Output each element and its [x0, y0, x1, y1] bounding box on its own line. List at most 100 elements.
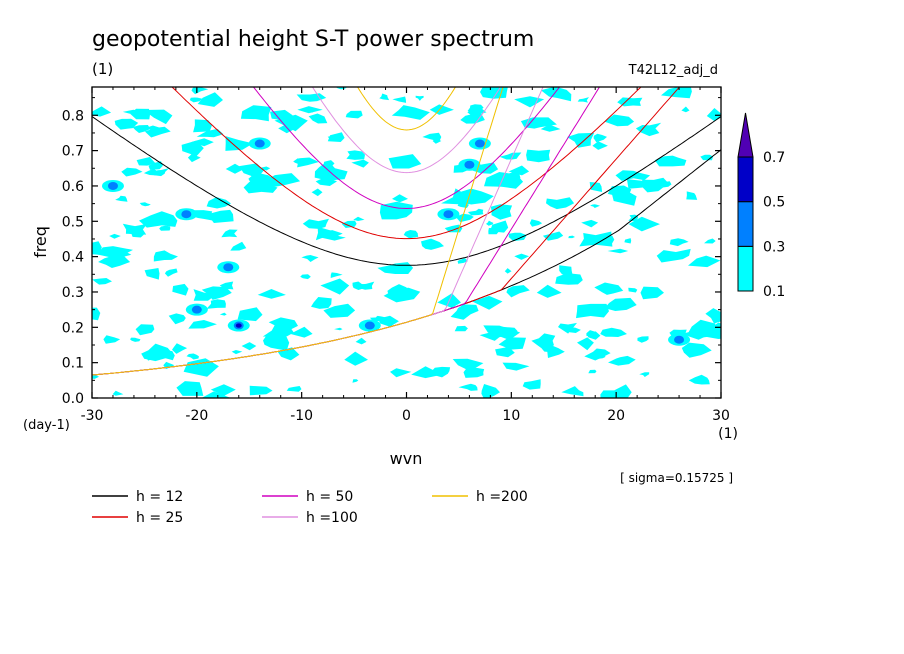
power-patch [577, 337, 594, 351]
power-patch [139, 211, 178, 228]
power-patch [139, 202, 151, 207]
power-patch [421, 238, 444, 250]
power-patch [103, 335, 121, 344]
power-patch [189, 97, 203, 103]
power-blob-mid [191, 305, 202, 314]
power-patch [555, 273, 583, 285]
power-patch [188, 320, 217, 329]
power-patch [686, 191, 698, 200]
colorbar-label: 0.7 [763, 150, 785, 166]
power-patch [522, 379, 541, 390]
power-patch [352, 379, 359, 383]
power-patch [392, 194, 408, 203]
power-patch [558, 322, 577, 334]
power-patch [681, 342, 712, 358]
power-patch [540, 124, 561, 132]
power-patch [628, 214, 638, 222]
power-patch [290, 326, 313, 338]
power-patch [589, 182, 603, 192]
x-tick-label: 30 [712, 408, 730, 424]
power-patch [311, 188, 323, 197]
power-blob-mid [474, 139, 485, 148]
power-patch [92, 307, 101, 321]
dispersion-curves [92, 87, 721, 376]
power-patch [600, 390, 625, 398]
power-patch [159, 225, 171, 231]
x-tick-label: 0 [402, 408, 411, 424]
power-patch [506, 285, 530, 298]
power-patch [626, 179, 654, 189]
power-patch [498, 337, 526, 350]
power-patch [458, 383, 478, 391]
power-patch [639, 372, 650, 377]
x-tick-label: 20 [607, 408, 625, 424]
power-patch [472, 295, 503, 310]
power-blob-mid [181, 210, 192, 219]
power-patch [624, 238, 632, 244]
power-patch [135, 324, 155, 336]
power-patch [628, 287, 638, 293]
power-patch [153, 250, 178, 262]
kelvin-curve-200 [92, 87, 504, 376]
power-patch [237, 307, 263, 322]
power-blob-mid [254, 139, 265, 148]
power-blob-mid [107, 181, 118, 190]
power-patch [542, 231, 564, 241]
power-patch [452, 358, 484, 372]
power-patch [467, 104, 484, 112]
power-patch [113, 251, 132, 258]
title-unit: (1) [92, 60, 113, 78]
power-patch [492, 170, 521, 187]
power-patch [121, 167, 143, 177]
y-tick-label: 0.0 [62, 391, 84, 407]
colorbar: 0.1 0.3 0.5 0.7 [737, 112, 785, 300]
power-patch [168, 313, 186, 325]
y-tick-label: 0.4 [62, 250, 84, 266]
power-patch [186, 353, 199, 360]
power-patch [403, 230, 419, 239]
power-patch [141, 343, 173, 362]
power-patch [661, 87, 692, 99]
power-patch [231, 350, 243, 355]
power-patch [114, 118, 139, 130]
power-patch [480, 87, 508, 99]
power-patch [607, 185, 632, 199]
power-patch [197, 92, 223, 107]
power-patch [92, 374, 100, 379]
x-tick-label: -20 [185, 408, 208, 424]
power-patch [642, 184, 664, 193]
y-tick-label: 0.2 [62, 320, 84, 336]
power-patch [592, 141, 608, 150]
power-patch [508, 165, 530, 176]
ig-curve-100 [311, 87, 502, 174]
power-patch [351, 159, 369, 168]
power-patch [546, 197, 575, 210]
power-patch [526, 149, 551, 163]
power-patch [300, 274, 311, 280]
power-blob-mid [674, 335, 685, 344]
legend-label: h =200 [476, 489, 528, 505]
y-axis-unit: (day-1) [23, 418, 70, 433]
power-patch [659, 181, 672, 188]
power-patch [594, 282, 624, 295]
power-patch [640, 286, 664, 300]
power-patch [136, 157, 156, 166]
ig-curve-200 [356, 87, 457, 131]
power-patch [262, 323, 294, 338]
power-patch [92, 106, 112, 117]
power-patch [584, 348, 611, 361]
power-patch [687, 319, 717, 338]
power-patch [460, 112, 485, 124]
colorbar-box [737, 201, 754, 247]
power-patch [346, 150, 365, 160]
power-patch [164, 268, 178, 277]
power-patch [230, 241, 247, 251]
power-patch [495, 346, 515, 358]
power-patch [561, 386, 584, 397]
y-tick-label: 0.3 [62, 285, 84, 301]
power-patch [504, 268, 512, 274]
power-patch [388, 154, 422, 169]
power-patch [536, 284, 562, 298]
power-patch [637, 336, 649, 343]
legend-label: h = 25 [136, 510, 183, 526]
